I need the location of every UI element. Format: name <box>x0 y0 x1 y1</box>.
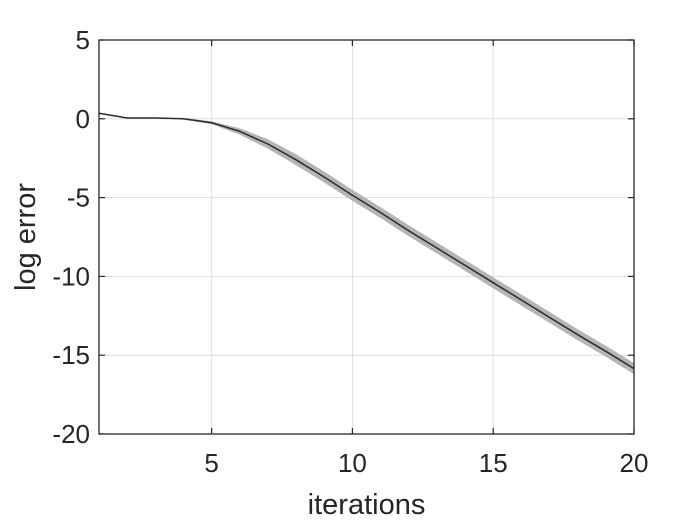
x-axis-label: iterations <box>308 489 426 521</box>
y-axis-label: log error <box>10 183 42 291</box>
tick-labels: 5 10 15 20 5 0 -5 -10 -15 -20 <box>52 25 648 478</box>
plot-background <box>99 40 634 434</box>
x-tick-label: 10 <box>338 448 367 478</box>
series-lines <box>98 112 635 370</box>
y-tick-label: -15 <box>52 340 90 370</box>
y-tick-label: -20 <box>52 419 90 449</box>
x-tick-label: 20 <box>620 448 649 478</box>
y-tick-label: 0 <box>76 104 90 134</box>
y-tick-label: -5 <box>67 183 90 213</box>
x-tick-label: 15 <box>479 448 508 478</box>
plot-frame <box>98 39 635 435</box>
tick-marks <box>99 39 635 435</box>
y-tick-label: -10 <box>52 261 90 291</box>
y-tick-label: 5 <box>76 25 90 55</box>
x-tick-label: 5 <box>204 448 218 478</box>
series-line-0 <box>98 112 635 370</box>
